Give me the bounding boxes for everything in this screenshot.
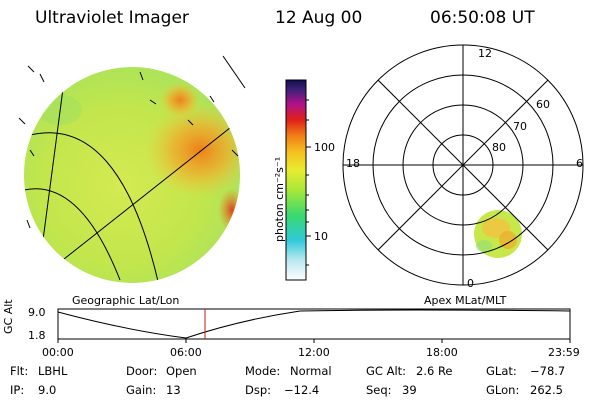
left-panel-caption: Geographic Lat/Lon xyxy=(72,294,180,307)
gain-value: 13 xyxy=(166,383,181,397)
lat-label-80: 80 xyxy=(492,141,506,154)
time-tick-0000: 00:00 xyxy=(42,346,74,359)
time-tick-1800: 18:00 xyxy=(426,346,458,359)
time-tick-2359: 23:59 xyxy=(548,346,580,359)
seq-value: 39 xyxy=(402,383,417,397)
altitude-tick-high: 9.0 xyxy=(28,306,46,319)
altitude-plot xyxy=(57,308,571,343)
mlt-label-6: 6 xyxy=(576,157,583,170)
right-panel-caption: Apex MLat/MLT xyxy=(424,294,507,307)
time-tick-1200: 12:00 xyxy=(298,346,330,359)
mode-value: Normal xyxy=(290,364,332,378)
filter-value: LBHL xyxy=(38,364,68,378)
mlt-label-0: 0 xyxy=(467,277,474,290)
dsp-value: −12.4 xyxy=(284,383,320,397)
mlt-label-12: 12 xyxy=(478,47,492,60)
uv-image xyxy=(18,55,246,283)
glat-value: −78.7 xyxy=(530,364,566,378)
gc-alt-label: GC Alt: xyxy=(366,364,407,378)
altitude-axis-label: GC Alt xyxy=(2,299,15,334)
instrument-title: Ultraviolet Imager xyxy=(35,8,189,28)
polar-plot xyxy=(342,44,584,286)
ip-label: IP: xyxy=(10,383,25,397)
gc-alt-value: 2.6 Re xyxy=(416,364,453,378)
glon-value: 262.5 xyxy=(530,383,563,397)
door-value: Open xyxy=(166,364,197,378)
color-scale-bar xyxy=(285,79,311,281)
glon-label: GLon: xyxy=(486,383,520,397)
mlt-label-18: 18 xyxy=(346,157,360,170)
lat-label-70: 70 xyxy=(513,120,527,133)
dsp-label: Dsp: xyxy=(245,383,272,397)
mode-label: Mode: xyxy=(245,364,281,378)
gain-label: Gain: xyxy=(126,383,157,397)
observation-time: 06:50:08 UT xyxy=(430,8,535,28)
altitude-tick-low: 1.8 xyxy=(28,329,46,342)
ip-value: 9.0 xyxy=(38,383,57,397)
glat-label: GLat: xyxy=(486,364,517,378)
lat-label-60: 60 xyxy=(536,98,550,111)
observation-date: 12 Aug 00 xyxy=(275,8,363,28)
colorbar-tick-10: 10 xyxy=(314,230,328,243)
time-tick-0600: 06:00 xyxy=(170,346,202,359)
seq-label: Seq: xyxy=(366,383,392,397)
colorbar-tick-100: 100 xyxy=(314,141,335,154)
filter-label: Flt: xyxy=(10,364,29,378)
door-label: Door: xyxy=(126,364,158,378)
colorbar-unit-label: photon cm⁻²s⁻¹ xyxy=(273,156,286,242)
